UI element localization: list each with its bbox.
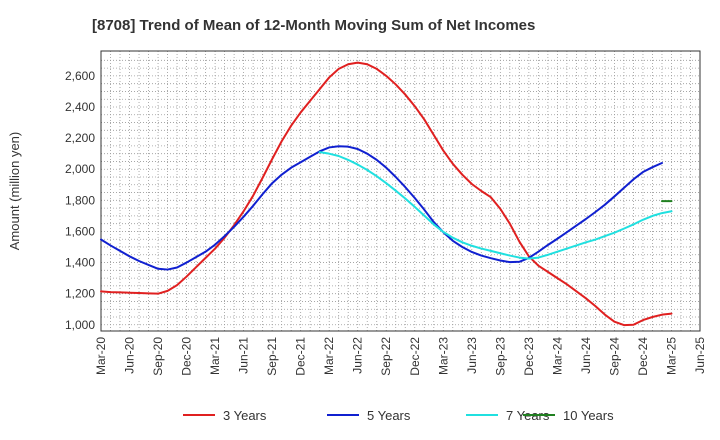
y-tick-label: 2,600: [65, 69, 95, 83]
x-tick-label: Mar-24: [550, 337, 564, 375]
y-tick-label: 1,800: [65, 193, 95, 207]
x-tick-label: Dec-20: [180, 337, 194, 376]
chart-title: [8708] Trend of Mean of 12-Month Moving …: [92, 17, 535, 34]
plot-frame: [100, 50, 701, 332]
x-tick-label: Jun-23: [465, 337, 479, 374]
y-tick-label: 1,400: [65, 256, 95, 270]
x-tick-label: Mar-22: [322, 337, 336, 375]
legend-label: 10 Years: [563, 408, 614, 423]
x-tick-label: Jun-25: [693, 337, 707, 374]
y-tick-label: 1,600: [65, 224, 95, 238]
legend-label: 5 Years: [367, 408, 411, 423]
y-tick-label: 1,000: [65, 318, 95, 332]
series-line-3-years: [100, 61, 673, 327]
series-line-5-years: [100, 145, 663, 271]
x-tick-label: Dec-24: [636, 337, 650, 376]
x-tick-label: Sep-20: [151, 337, 165, 376]
x-tick-label: Jun-20: [123, 337, 137, 374]
x-tick-label: Jun-24: [579, 337, 593, 374]
x-tick-label: Mar-20: [94, 337, 108, 375]
x-tick-label: Sep-21: [265, 337, 279, 376]
y-tick-labels: 1,000 1,200 1,400 1,600 1,800 2,000 2,200 2,400…: [65, 69, 95, 332]
x-tick-label: Jun-22: [351, 337, 365, 374]
y-tick-label: 1,200: [65, 287, 95, 301]
series-layer: [100, 61, 673, 327]
grid-layer: [100, 51, 701, 331]
x-tick-label: Dec-21: [294, 337, 308, 376]
y-tick-label: 2,400: [65, 100, 95, 114]
y-axis-label: Amount (million yen): [7, 132, 22, 251]
x-tick-label: Sep-22: [379, 337, 393, 376]
legend: 3 Years 5 Years 7 Years 10 Years: [183, 408, 614, 423]
x-tick-label: Mar-21: [208, 337, 222, 375]
y-tick-label: 2,000: [65, 162, 95, 176]
x-tick-label: Jun-21: [237, 337, 251, 374]
x-tick-label: Mar-23: [436, 337, 450, 375]
x-tick-label: Sep-23: [493, 337, 507, 376]
legend-label: 3 Years: [223, 408, 267, 423]
y-tick-label: 2,200: [65, 131, 95, 145]
x-tick-label: Sep-24: [607, 337, 621, 376]
series-line-7-years: [318, 151, 673, 260]
x-tick-label: Mar-25: [664, 337, 678, 375]
x-tick-labels: Mar-20 Jun-20 Sep-20 Dec-20 Mar-21 Jun-21 Sep-…: [94, 337, 707, 376]
x-tick-label: Dec-22: [408, 337, 422, 376]
x-tick-label: Dec-23: [522, 337, 536, 376]
